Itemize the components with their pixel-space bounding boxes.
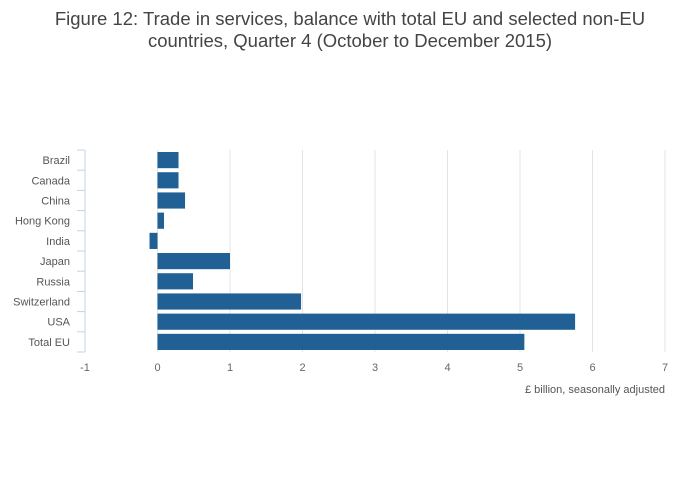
bar-hong-kong bbox=[157, 212, 165, 229]
x-tick-label: 7 bbox=[662, 362, 668, 374]
bar-india bbox=[149, 232, 158, 249]
bar-canada bbox=[157, 172, 179, 189]
bar-china bbox=[157, 192, 186, 209]
x-tick-label: 1 bbox=[227, 362, 233, 374]
y-tick-label: Japan bbox=[40, 256, 70, 268]
x-tick-label: -1 bbox=[80, 362, 90, 374]
y-tick-label: USA bbox=[47, 317, 70, 329]
x-tick-label: 5 bbox=[517, 362, 523, 374]
y-tick-label: Russia bbox=[36, 276, 71, 288]
y-tick-label: China bbox=[41, 196, 71, 208]
title-line-1: Figure 12: Trade in services, balance wi… bbox=[54, 8, 646, 29]
bar-russia bbox=[157, 273, 194, 290]
chart-title: Figure 12: Trade in services, balance wi… bbox=[0, 8, 700, 52]
x-tick-label: 4 bbox=[444, 362, 450, 374]
bar-switzerland bbox=[157, 293, 302, 310]
bar-usa bbox=[157, 313, 576, 330]
x-tick-label: 2 bbox=[299, 362, 305, 374]
y-tick-label: Canada bbox=[31, 175, 70, 187]
y-tick-label: Brazil bbox=[42, 155, 70, 167]
x-tick-label: 3 bbox=[372, 362, 378, 374]
bar-japan bbox=[157, 253, 230, 270]
y-tick-label: Hong Kong bbox=[15, 216, 70, 228]
bar-brazil bbox=[157, 152, 179, 169]
y-tick-label: India bbox=[46, 236, 71, 248]
x-tick-label: 6 bbox=[589, 362, 595, 374]
bar-total-eu bbox=[157, 333, 525, 350]
title-line-2: countries, Quarter 4 (October to Decembe… bbox=[147, 30, 553, 51]
x-tick-label: 0 bbox=[154, 362, 160, 374]
y-tick-label: Total EU bbox=[28, 337, 70, 349]
y-tick-label: Switzerland bbox=[13, 297, 70, 309]
x-axis-title: £ billion, seasonally adjusted bbox=[525, 384, 665, 396]
